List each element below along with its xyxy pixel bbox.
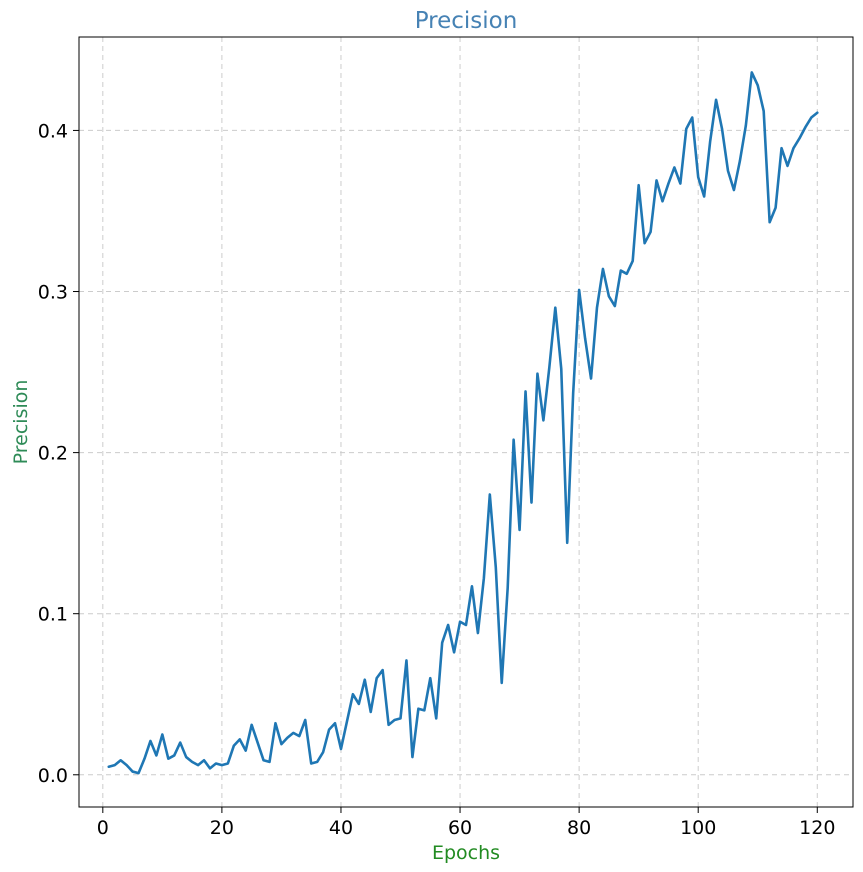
x-tick-label: 80 (567, 817, 591, 839)
x-tick-label: 60 (448, 817, 472, 839)
y-tick-label: 0.3 (38, 282, 68, 304)
y-tick-label: 0.2 (38, 443, 68, 465)
chart-title: Precision (415, 8, 518, 34)
plot-frame (78, 36, 854, 808)
x-tick-label: 0 (97, 817, 109, 839)
precision-series-line (107, 71, 819, 775)
x-tick-label: 120 (799, 817, 835, 839)
x-tick-label: 20 (210, 817, 234, 839)
series-layer (107, 71, 819, 775)
grid (79, 37, 853, 807)
y-tick-label: 0.1 (38, 604, 68, 626)
y-tick-label: 0.0 (38, 765, 68, 787)
x-axis-label: Epochs (432, 842, 500, 864)
y-axis-label: Precision (10, 380, 32, 465)
x-tick-label: 40 (329, 817, 353, 839)
x-tick-label: 100 (680, 817, 716, 839)
ticks: 0 20 40 60 80 100 120 0.0 0.1 0.2 0.3 0.4 (38, 120, 836, 839)
y-tick-label: 0.4 (38, 120, 68, 142)
